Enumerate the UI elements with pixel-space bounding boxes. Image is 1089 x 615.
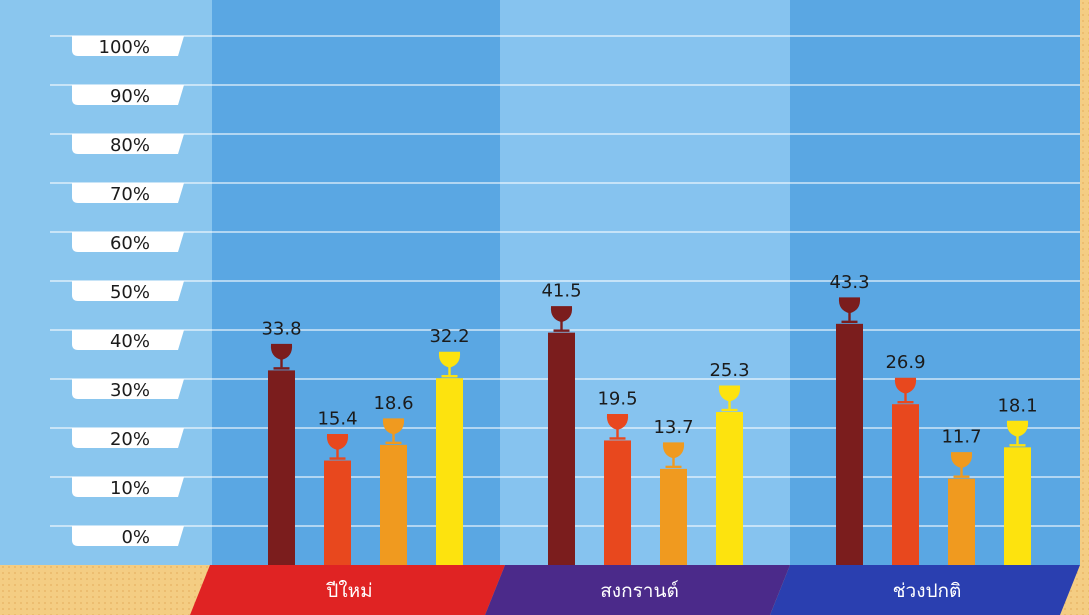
bar [1004,447,1031,565]
wine-glass-icon [950,452,973,478]
wine-glass-icon [718,385,741,412]
y-tick-label: 100% [99,37,150,58]
y-tick-tab [72,330,184,350]
bar-value-label: 18.1 [997,395,1037,416]
wine-glass-icon [382,418,405,445]
wine-glass-icon [550,306,573,332]
wine-glass-icon [662,442,685,469]
y-tick-label: 50% [110,282,150,303]
bar [268,370,295,565]
category-band [485,565,790,615]
category-label: ช่วงปกติ [893,580,962,602]
y-tick-tab [72,379,184,399]
wine-glass-icon [606,413,629,440]
bar [660,468,687,565]
y-tick-label: 80% [110,135,150,156]
bar-value-label: 13.7 [653,417,693,438]
y-tick-tab [72,428,184,448]
bar-value-label: 19.5 [597,388,637,409]
bar [604,440,631,565]
wine-glass-icon [838,297,861,324]
category-bar: ปีใหม่ สงกรานต์ ช่วงปกติ [190,565,1080,615]
y-tick-tab [72,477,184,497]
bar [380,444,407,565]
category-label: สงกรานต์ [600,580,679,602]
y-tick-label: 10% [110,478,150,499]
category-label: ปีใหม่ [326,580,373,602]
y-tick-tab [72,232,184,252]
wine-glass-icon [894,377,917,404]
bar [324,460,351,565]
bar [948,478,975,565]
category-band [190,565,505,615]
y-tick-tab [72,134,184,154]
y-tick-label: 60% [110,233,150,254]
bar-value-label: 43.3 [829,272,869,293]
bar [892,404,919,565]
bars: 33.8 15.4 18.6 32.2 41.5 19.5 13.7 25.3 43.3 26.9… [261,272,1038,565]
y-tick-label: 20% [110,429,150,450]
bar-value-label: 26.9 [885,352,925,373]
bar [548,332,575,565]
bar [836,323,863,565]
bar [436,378,463,565]
bar-value-label: 11.7 [941,427,981,448]
bar-value-label: 18.6 [373,393,413,414]
y-tick-label: 0% [121,527,150,548]
y-axis: 100% 90% 80% 70% 60% 50% 40% 30% 20% 10% 0% [72,36,184,548]
bar-value-label: 33.8 [261,318,301,339]
category-band [770,565,1080,615]
y-tick-tab [72,36,184,56]
y-tick-tab [72,526,184,546]
y-tick-label: 70% [110,184,150,205]
wine-glass-icon [270,343,293,370]
wine-glass-icon [438,351,461,378]
y-tick-label: 30% [110,380,150,401]
y-tick-tab [72,85,184,105]
wine-glass-icon [1006,420,1029,447]
bar [716,412,743,565]
bar-value-label: 25.3 [709,360,749,381]
wine-glass-icon [326,434,349,460]
bar-value-label: 41.5 [541,281,581,302]
y-tick-tab [72,281,184,301]
y-tick-tab [72,183,184,203]
y-tick-label: 90% [110,86,150,107]
bar-value-label: 32.2 [429,326,469,347]
bar-value-label: 15.4 [317,409,357,430]
y-tick-label: 40% [110,331,150,352]
